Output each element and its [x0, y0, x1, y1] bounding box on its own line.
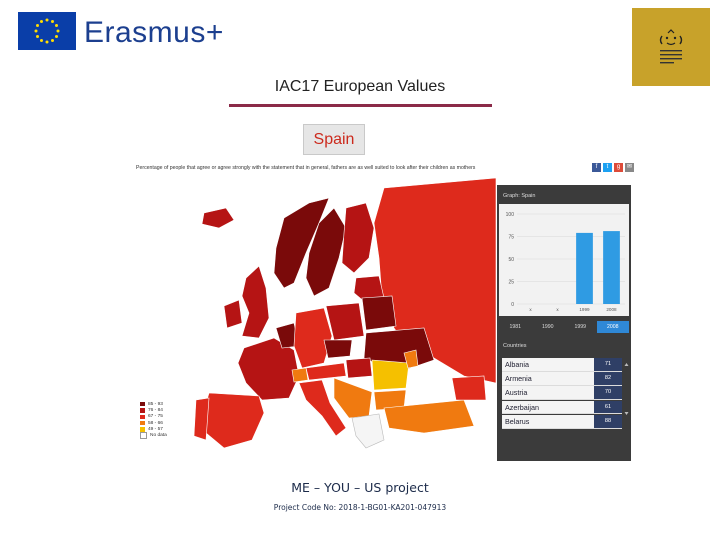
map-region-hungary	[345, 357, 373, 379]
y-tick-label: 100	[506, 212, 515, 218]
legend-item: 76 - 84	[140, 407, 167, 413]
eu-flag-icon	[18, 12, 76, 50]
country-name: Austria	[505, 388, 528, 398]
year-tabs: 1981 1990 1999 2008	[499, 321, 629, 333]
bar-2008	[603, 231, 620, 304]
europe-choropleth-map[interactable]	[134, 178, 496, 461]
legend-swatch	[140, 432, 147, 439]
project-title: ME – YOU – US project	[291, 480, 429, 495]
map-region-sweden	[305, 207, 347, 297]
legend-item: No data	[140, 432, 167, 439]
chart-header: Graph: Spain	[503, 193, 536, 199]
country-row[interactable]: Belarus 88	[502, 414, 622, 429]
country-value: 61	[594, 400, 622, 414]
bar-chart: 0 25 50 75 100 x x 1999 2008	[499, 204, 629, 316]
tab-year-1999[interactable]: 1999	[574, 324, 587, 330]
tab-year-1981[interactable]: 1981	[509, 324, 522, 330]
country-label: Spain	[303, 124, 365, 155]
x-tick-label: x	[529, 307, 532, 312]
legend-label: 58 - 66	[148, 420, 163, 426]
y-tick-label: 25	[508, 279, 514, 285]
school-crest-icon	[632, 8, 710, 86]
map-region-greece	[351, 413, 385, 449]
y-tick-label: 0	[511, 302, 514, 308]
bar-1999	[576, 232, 593, 304]
legend-label: 76 - 84	[148, 407, 163, 413]
legend-label: 85 - 93	[148, 401, 163, 407]
map-region-italy	[298, 379, 347, 437]
twitter-icon[interactable]: t	[603, 163, 612, 172]
country-name: Albania	[505, 359, 529, 369]
legend-label: 67 - 75	[148, 414, 163, 420]
map-region-turkey	[383, 399, 475, 434]
google-plus-icon[interactable]: g	[614, 163, 623, 172]
map-region-iceland	[201, 207, 235, 229]
email-icon[interactable]: ✉	[625, 163, 634, 172]
map-region-ireland	[223, 299, 243, 329]
erasmus-plus-wordmark: Erasmus+	[84, 16, 224, 49]
map-region-czech	[323, 339, 353, 359]
country-name: Armenia	[505, 374, 532, 384]
legend-swatch	[140, 401, 145, 407]
legend-swatch	[140, 420, 145, 426]
map-region-caucasus	[451, 375, 487, 401]
country-value: 70	[594, 386, 622, 400]
x-tick-label: x	[556, 307, 559, 312]
country-value: 71	[594, 358, 622, 371]
legend-item: 58 - 66	[140, 420, 167, 426]
tab-year-1990[interactable]: 1990	[541, 324, 554, 330]
legend-label: No data	[150, 433, 167, 439]
list-scrollbar[interactable]	[624, 362, 629, 416]
title-underline	[229, 104, 492, 107]
legend-item: 49 - 57	[140, 426, 167, 432]
y-tick-label: 75	[508, 234, 514, 240]
country-name: Belarus	[505, 416, 530, 426]
country-list: Albania 71 Armenia 82 Austria 70 Azerbaijan 61 B…	[502, 358, 622, 429]
legend-item: 67 - 75	[140, 414, 167, 420]
map-region-switzerland	[291, 367, 309, 383]
map-region-norway	[273, 197, 330, 289]
legend-label: 49 - 57	[148, 426, 163, 432]
slide-title: IAC17 European Values	[274, 78, 446, 95]
x-tick-label: 2008	[606, 307, 617, 312]
map-legend: 85 - 93 76 - 84 67 - 75 58 - 66 49 - 57 No da…	[140, 401, 167, 439]
project-code: Project Code No: 2018-1-BG01-KA201-04791…	[273, 503, 447, 512]
facebook-icon[interactable]: f	[592, 163, 601, 172]
map-region-uk	[241, 265, 270, 339]
country-row[interactable]: Albania 71	[502, 358, 622, 372]
map-region-portugal	[193, 397, 210, 441]
map-region-finland	[341, 202, 375, 274]
map-region-poland	[325, 302, 365, 341]
country-value: 88	[594, 414, 622, 428]
map-caption: Percentage of people that agree or agree…	[136, 165, 476, 171]
legend-item: 85 - 93	[140, 401, 167, 407]
country-name: Azerbaijan	[505, 402, 539, 412]
map-region-germany	[293, 307, 333, 369]
legend-swatch	[140, 427, 145, 432]
country-row[interactable]: Austria 70	[502, 386, 622, 401]
x-tick-label: 1999	[579, 307, 590, 312]
legend-swatch	[140, 408, 145, 413]
map-region-romania	[371, 359, 410, 391]
map-region-austria	[305, 362, 347, 381]
map-region-belarus	[361, 295, 397, 331]
map-region-moldova	[403, 349, 419, 369]
country-row[interactable]: Armenia 82	[502, 372, 622, 387]
countries-header: Countries	[503, 343, 527, 349]
tab-year-2008[interactable]: 2008	[596, 321, 629, 333]
country-row[interactable]: Azerbaijan 61	[502, 400, 622, 415]
y-tick-label: 50	[508, 257, 514, 263]
legend-swatch	[140, 414, 145, 419]
country-value: 82	[594, 372, 622, 386]
